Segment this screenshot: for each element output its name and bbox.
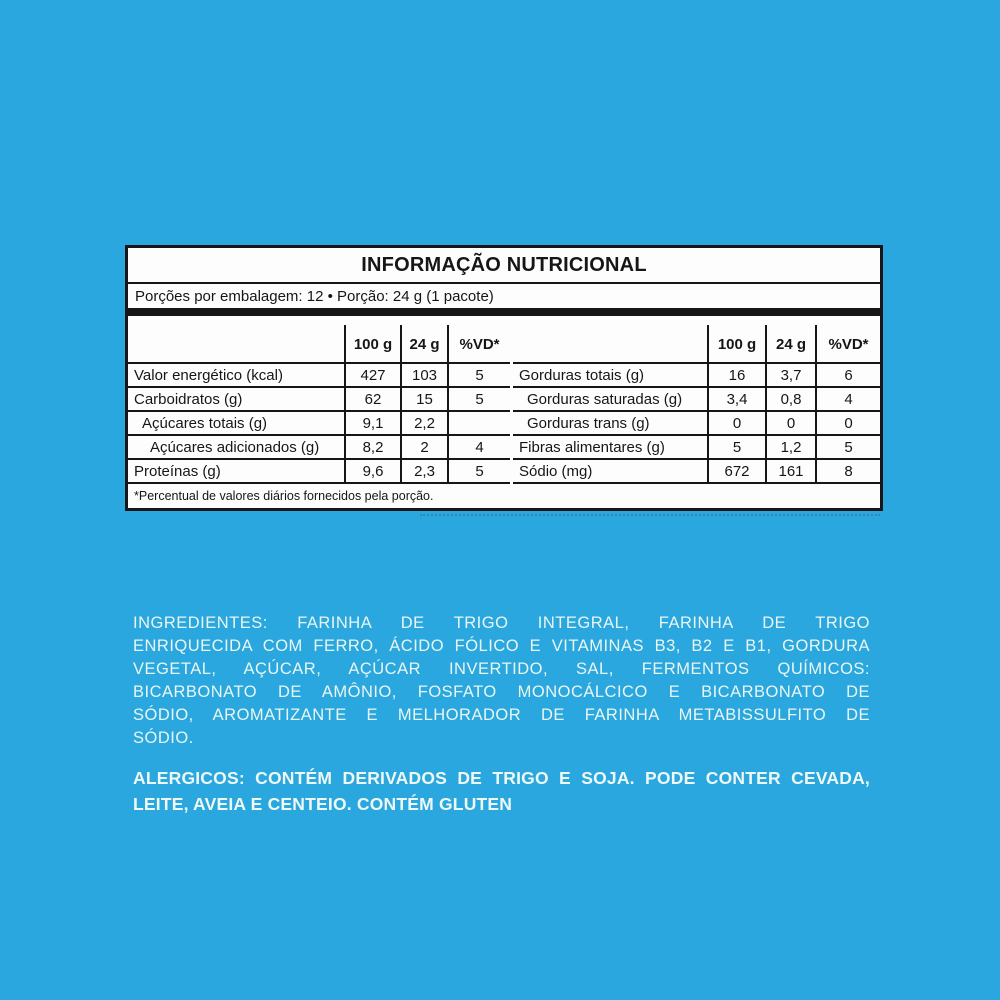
row-value: 0 — [765, 412, 815, 436]
row-value: 62 — [344, 388, 400, 412]
ingredients-line: INGREDIENTES: FARINHA DE TRIGO INTEGRAL,… — [133, 614, 870, 632]
row-label-acucares-adicionados: Açúcares adicionados (g) — [128, 436, 344, 460]
ingredients-line: ENRIQUECIDA COM FERRO, ÁCIDO FÓLICO E VI… — [133, 637, 870, 655]
ingredients-line: SÓDIO, AROMATIZANTE E MELHORADOR DE FARI… — [133, 706, 870, 724]
row-value: 4 — [815, 388, 880, 412]
row-value: 3,7 — [765, 364, 815, 388]
nutrition-facts-panel: INFORMAÇÃO NUTRICIONAL Porções por embal… — [125, 245, 883, 511]
ingredients-line: VEGETAL, AÇÚCAR, AÇÚCAR INVERTIDO, SAL, … — [133, 660, 870, 678]
row-value: 1,2 — [765, 436, 815, 460]
ingredients-line: BICARBONATO DE AMÔNIO, FOSFATO MONOCÁLCI… — [133, 683, 870, 701]
row-value: 5 — [815, 436, 880, 460]
row-value: 4 — [447, 436, 510, 460]
right-header-empty — [513, 325, 707, 364]
right-header-vd: %VD* — [815, 325, 880, 364]
allergen-line: LEITE, AVEIA E CENTEIO. CONTÉM GLUTEN — [133, 794, 513, 814]
row-value: 5 — [447, 388, 510, 412]
row-value: 16 — [707, 364, 765, 388]
row-value: 6 — [815, 364, 880, 388]
left-header-24g: 24 g — [400, 325, 447, 364]
row-label-valor-energetico: Valor energético (kcal) — [128, 364, 344, 388]
row-value: 103 — [400, 364, 447, 388]
ingredients-text: INGREDIENTES: FARINHA DE TRIGO INTEGRAL,… — [133, 612, 870, 750]
divider-spacer — [128, 316, 880, 325]
row-value: 8,2 — [344, 436, 400, 460]
row-label-proteinas: Proteínas (g) — [128, 460, 344, 484]
row-value: 161 — [765, 460, 815, 484]
divider-thick-bar — [128, 308, 880, 316]
allergen-line: ALERGICOS: CONTÉM DERIVADOS DE TRIGO E S… — [133, 768, 870, 788]
left-header-vd: %VD* — [447, 325, 510, 364]
row-value — [447, 412, 510, 436]
print-ghost-line — [420, 514, 880, 516]
allergen-text: ALERGICOS: CONTÉM DERIVADOS DE TRIGO E S… — [133, 765, 870, 817]
ingredients-line: SÓDIO. — [133, 729, 194, 747]
left-header-empty — [128, 325, 344, 364]
nutrition-table-right: 100 g 24 g %VD* Gorduras totais (g) 16 3… — [513, 325, 880, 484]
right-header-100g: 100 g — [707, 325, 765, 364]
row-label-carboidratos: Carboidratos (g) — [128, 388, 344, 412]
row-value: 9,6 — [344, 460, 400, 484]
row-value: 2,2 — [400, 412, 447, 436]
row-value: 5 — [707, 436, 765, 460]
row-value: 5 — [447, 364, 510, 388]
row-label-fibras-alimentares: Fibras alimentares (g) — [513, 436, 707, 460]
row-value: 2,3 — [400, 460, 447, 484]
row-value: 3,4 — [707, 388, 765, 412]
panel-title: INFORMAÇÃO NUTRICIONAL — [128, 248, 880, 284]
right-header-24g: 24 g — [765, 325, 815, 364]
row-label-gorduras-saturadas: Gorduras saturadas (g) — [513, 388, 707, 412]
row-label-gorduras-totais: Gorduras totais (g) — [513, 364, 707, 388]
row-value: 0 — [815, 412, 880, 436]
row-value: 427 — [344, 364, 400, 388]
row-value: 0 — [707, 412, 765, 436]
row-label-sodio: Sódio (mg) — [513, 460, 707, 484]
row-value: 15 — [400, 388, 447, 412]
row-value: 8 — [815, 460, 880, 484]
row-value: 5 — [447, 460, 510, 484]
nutrition-table-left: 100 g 24 g %VD* Valor energético (kcal) … — [128, 325, 510, 484]
row-value: 2 — [400, 436, 447, 460]
row-label-acucares-totais: Açúcares totais (g) — [128, 412, 344, 436]
row-value: 0,8 — [765, 388, 815, 412]
row-value: 672 — [707, 460, 765, 484]
panel-footnote: *Percentual de valores diários fornecido… — [134, 489, 434, 503]
row-label-gorduras-trans: Gorduras trans (g) — [513, 412, 707, 436]
left-header-100g: 100 g — [344, 325, 400, 364]
row-value: 9,1 — [344, 412, 400, 436]
nutrition-tables: 100 g 24 g %VD* Valor energético (kcal) … — [128, 325, 880, 484]
serving-info: Porções por embalagem: 12 • Porção: 24 g… — [135, 287, 494, 305]
